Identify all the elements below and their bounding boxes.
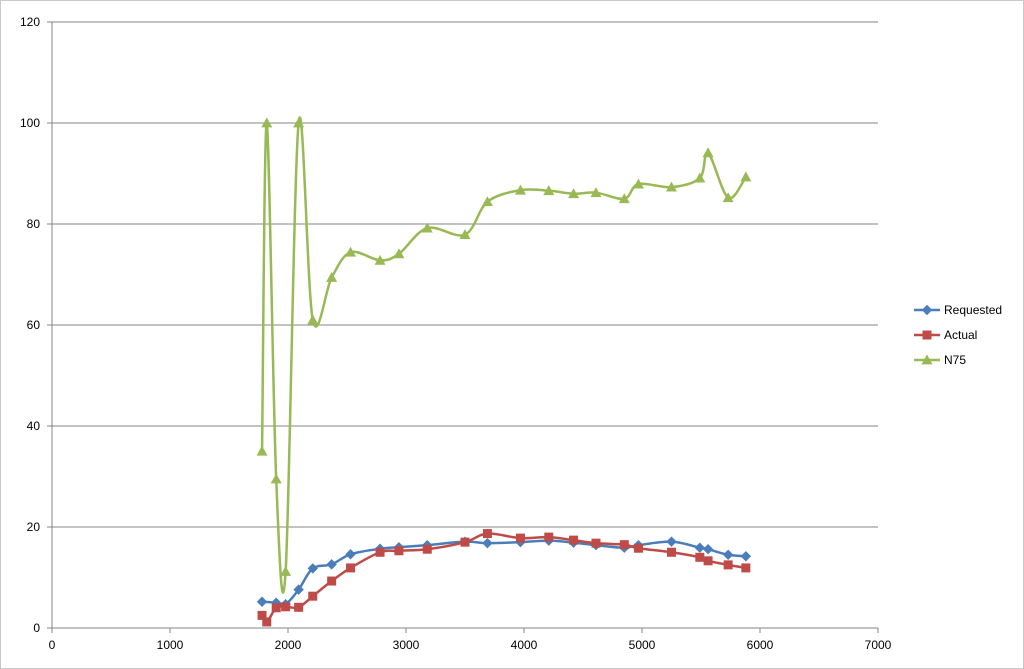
data-point-actual-21 (703, 556, 713, 566)
data-point-n75-12 (481, 196, 493, 207)
data-point-n75-22 (722, 192, 734, 203)
y-tick-label-40: 40 (27, 419, 41, 433)
data-point-actual-19 (667, 547, 676, 557)
data-point-n75-6 (326, 272, 338, 282)
y-tick-label-0: 0 (33, 621, 40, 635)
series-actual (257, 529, 751, 627)
data-point-actual-18 (633, 543, 643, 553)
data-point-n75-8 (374, 254, 386, 265)
data-point-actual-1 (262, 617, 272, 627)
data-point-requested-20 (702, 544, 714, 555)
data-point-actual-12 (482, 529, 492, 539)
legend-label-requested: Requested (944, 303, 1002, 317)
data-point-n75-13 (514, 184, 526, 195)
x-tick-label-2000: 2000 (275, 638, 302, 652)
legend-marker-requested (921, 304, 933, 316)
data-point-requested-21 (722, 549, 734, 560)
data-point-requested-22 (740, 551, 752, 562)
x-tick-label-5000: 5000 (629, 638, 656, 652)
data-point-n75-7 (345, 246, 357, 257)
data-point-actual-8 (375, 547, 385, 557)
x-tick-label-1000: 1000 (157, 638, 184, 652)
y-tick-label-60: 60 (27, 318, 41, 332)
data-point-actual-9 (394, 546, 404, 556)
data-point-n75-1 (261, 117, 273, 128)
y-tick-label-80: 80 (27, 217, 41, 231)
data-point-actual-5 (308, 591, 318, 601)
data-point-actual-17 (619, 540, 629, 550)
data-point-n75-9 (393, 248, 405, 259)
data-point-n75-11 (459, 229, 471, 240)
x-tick-label-7000: 7000 (865, 638, 892, 652)
data-point-actual-6 (327, 576, 337, 586)
series-n75 (256, 116, 752, 594)
x-tick-label-3000: 3000 (393, 638, 420, 652)
data-point-n75-3 (280, 565, 292, 576)
data-point-requested-0 (256, 596, 268, 607)
data-point-n75-23 (740, 171, 752, 182)
data-point-requested-18 (666, 536, 677, 547)
plot-series (256, 116, 752, 627)
data-point-requested-19 (694, 542, 706, 553)
legend-marker-n75 (921, 354, 933, 365)
data-point-n75-14 (543, 185, 555, 196)
data-point-requested-4 (307, 563, 318, 574)
axes: 0 20 40 60 80 100 120 0 1000 2000 3000 4000 5000 6000… (20, 15, 892, 652)
data-point-actual-16 (591, 538, 601, 548)
data-point-n75-17 (618, 193, 630, 204)
gridlines (52, 21, 878, 528)
x-tick-label-0: 0 (49, 638, 56, 652)
data-point-n75-0 (256, 445, 268, 456)
data-point-actual-14 (544, 532, 554, 542)
data-point-requested-3 (293, 584, 304, 595)
data-point-n75-5 (307, 314, 319, 325)
data-point-n75-20 (694, 172, 706, 183)
series-requested (256, 535, 752, 610)
data-point-requested-5 (326, 559, 337, 570)
data-point-n75-16 (590, 187, 602, 198)
data-point-n75-4 (293, 117, 305, 128)
legend-marker-actual (922, 330, 932, 340)
data-point-actual-7 (346, 563, 356, 573)
data-point-actual-3 (281, 602, 291, 612)
data-point-requested-6 (345, 549, 356, 560)
data-point-n75-15 (568, 188, 580, 199)
legend-label-n75: N75 (944, 353, 966, 367)
data-point-actual-15 (569, 535, 579, 545)
legend-label-actual: Actual (944, 328, 977, 342)
data-point-actual-13 (515, 533, 525, 543)
data-point-actual-11 (460, 537, 470, 547)
data-point-n75-18 (632, 178, 644, 189)
legend: Requested Actual N75 (914, 303, 1002, 367)
x-tick-label-4000: 4000 (511, 638, 538, 652)
data-point-actual-22 (723, 560, 733, 570)
x-tick-label-6000: 6000 (747, 638, 774, 652)
data-point-n75-19 (666, 181, 677, 192)
y-tick-label-20: 20 (27, 520, 41, 534)
data-point-actual-2 (271, 603, 281, 613)
data-point-n75-10 (421, 222, 433, 233)
data-point-actual-10 (422, 544, 432, 554)
data-point-actual-23 (741, 563, 751, 573)
data-point-actual-20 (695, 552, 705, 562)
data-point-n75-2 (270, 473, 282, 484)
y-tick-label-120: 120 (20, 15, 40, 29)
data-point-actual-4 (294, 602, 304, 612)
y-tick-label-100: 100 (20, 116, 40, 130)
data-point-actual-0 (257, 610, 267, 620)
data-point-requested-11 (482, 537, 493, 549)
data-point-n75-21 (702, 147, 714, 158)
